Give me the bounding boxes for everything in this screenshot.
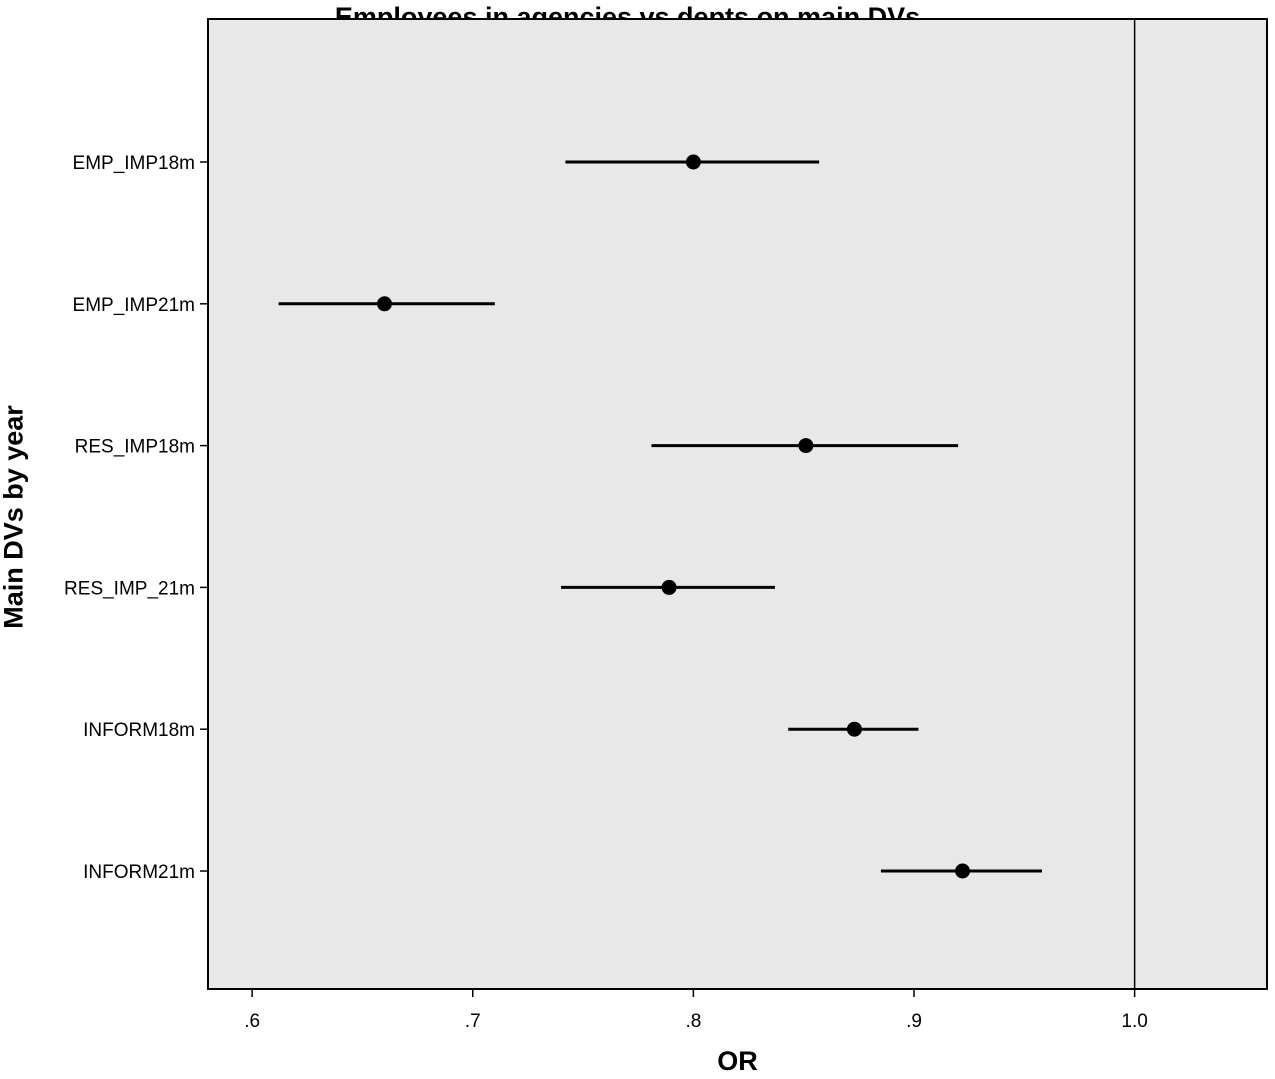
y-tick-label: INFORM21m — [83, 862, 195, 883]
y-tick-label: INFORM18m — [83, 720, 195, 741]
plot-area — [207, 18, 1268, 990]
estimate-point — [955, 863, 971, 879]
estimate-point — [685, 154, 701, 170]
estimate-point — [798, 438, 814, 454]
x-tick-label: 1.0 — [1121, 1011, 1147, 1032]
estimate-point — [846, 721, 862, 737]
estimate-point — [377, 296, 392, 312]
x-axis-label: OR — [717, 1046, 758, 1076]
x-tick-label: .9 — [906, 1011, 922, 1032]
y-tick-label: EMP_IMP18m — [73, 153, 195, 174]
estimate-point — [661, 579, 677, 595]
y-tick-label: RES_IMP_21m — [64, 578, 195, 599]
x-tick-label: .8 — [685, 1011, 701, 1032]
x-tick-label: .7 — [465, 1011, 481, 1032]
x-tick-label: .6 — [244, 1011, 260, 1032]
y-tick-label: EMP_IMP21m — [73, 295, 195, 316]
y-tick-label: RES_IMP18m — [75, 437, 195, 458]
